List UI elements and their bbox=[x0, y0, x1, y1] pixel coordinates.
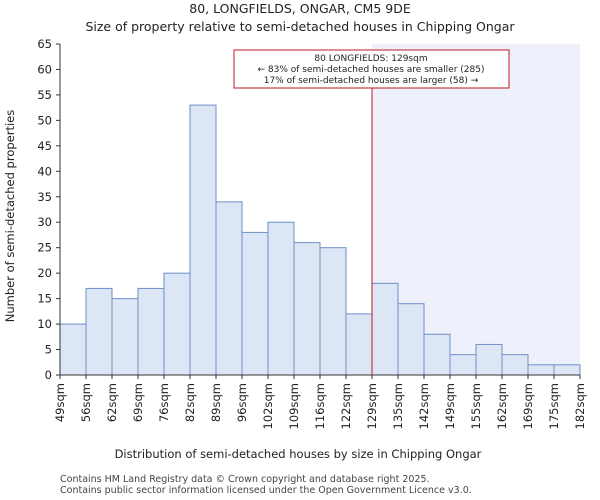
y-tick-label: 45 bbox=[37, 139, 52, 153]
chart-title-line2: Size of property relative to semi-detach… bbox=[85, 19, 515, 34]
annotation-line2: ← 83% of semi-detached houses are smalle… bbox=[258, 65, 485, 75]
y-tick-label: 5 bbox=[45, 343, 52, 357]
x-axis: 49sqm 56sqm 62sqm 69sqm 76sqm 82sqm 89sqm 96sqm… bbox=[53, 374, 587, 429]
y-tick-label: 25 bbox=[37, 241, 52, 255]
x-tick-label: 69sqm bbox=[131, 383, 145, 422]
x-tick-label: 89sqm bbox=[209, 383, 223, 422]
bar-76sqm bbox=[163, 272, 191, 376]
bar-109sqm bbox=[293, 242, 321, 376]
annotation-box: 80 LONGFIELDS: 129sqm ← 83% of semi-deta… bbox=[233, 49, 510, 89]
x-tick-label: 122sqm bbox=[339, 383, 353, 429]
bars-group bbox=[59, 104, 581, 376]
x-tick-label: 155sqm bbox=[469, 383, 483, 429]
y-tick-label: 65 bbox=[37, 37, 52, 51]
x-axis-label: Distribution of semi-detached houses by … bbox=[115, 447, 482, 461]
annotation-line1: 80 LONGFIELDS: 129sqm bbox=[314, 54, 427, 64]
y-tick-label: 35 bbox=[37, 190, 52, 204]
y-tick-label: 30 bbox=[37, 215, 52, 229]
bar-102sqm bbox=[267, 221, 295, 376]
bar-62sqm bbox=[111, 298, 139, 376]
x-tick-label: 109sqm bbox=[287, 383, 301, 429]
footer-line1: Contains HM Land Registry data © Crown c… bbox=[60, 474, 430, 485]
bar-175sqm bbox=[553, 364, 581, 376]
bar-149sqm bbox=[449, 354, 477, 376]
x-tick-label: 129sqm bbox=[365, 383, 379, 429]
bar-89sqm bbox=[215, 201, 243, 376]
y-tick-label: 60 bbox=[37, 62, 52, 76]
x-tick-label: 56sqm bbox=[79, 383, 93, 422]
bar-49sqm bbox=[59, 323, 87, 376]
y-tick-label: 10 bbox=[37, 317, 52, 331]
x-tick-label: 82sqm bbox=[183, 383, 197, 422]
bar-129sqm bbox=[371, 282, 399, 376]
bar-169sqm bbox=[527, 364, 555, 376]
x-tick-label: 96sqm bbox=[235, 383, 249, 422]
x-tick-label: 162sqm bbox=[495, 383, 509, 429]
x-tick-label: 182sqm bbox=[573, 383, 587, 429]
footer-line2: Contains public sector information licen… bbox=[60, 485, 472, 496]
bar-69sqm bbox=[137, 287, 165, 376]
x-tick-label: 135sqm bbox=[391, 383, 405, 429]
x-tick-label: 142sqm bbox=[417, 383, 431, 429]
bar-162sqm bbox=[501, 354, 529, 376]
x-tick-label: 76sqm bbox=[157, 383, 171, 422]
x-tick-label: 169sqm bbox=[521, 383, 535, 429]
chart-title-line1: 80, LONGFIELDS, ONGAR, CM5 9DE bbox=[189, 1, 411, 16]
bar-135sqm bbox=[397, 303, 425, 376]
bar-96sqm bbox=[241, 231, 269, 376]
y-tick-label: 20 bbox=[37, 266, 52, 280]
x-tick-label: 102sqm bbox=[261, 383, 275, 429]
y-tick-label: 40 bbox=[37, 164, 52, 178]
bar-142sqm bbox=[423, 333, 451, 376]
y-tick-label: 55 bbox=[37, 88, 52, 102]
x-tick-label: 149sqm bbox=[443, 383, 457, 429]
y-tick-label: 15 bbox=[37, 292, 52, 306]
x-tick-label: 62sqm bbox=[105, 383, 119, 422]
annotation-line3: 17% of semi-detached houses are larger (… bbox=[264, 76, 479, 86]
bar-56sqm bbox=[85, 287, 113, 376]
y-tick-label: 50 bbox=[37, 113, 52, 127]
bar-122sqm bbox=[345, 313, 373, 376]
bar-82sqm bbox=[189, 104, 217, 376]
x-tick-label: 175sqm bbox=[547, 383, 561, 429]
x-tick-label: 49sqm bbox=[53, 383, 67, 422]
x-tick-label: 116sqm bbox=[313, 383, 327, 429]
bar-116sqm bbox=[319, 247, 347, 376]
bar-155sqm bbox=[475, 343, 503, 376]
y-tick-label: 0 bbox=[45, 368, 52, 382]
y-axis: 0 5 10 15 20 25 30 35 40 45 50 55 60 65 bbox=[37, 37, 61, 382]
y-axis-label: Number of semi-detached properties bbox=[3, 110, 17, 322]
